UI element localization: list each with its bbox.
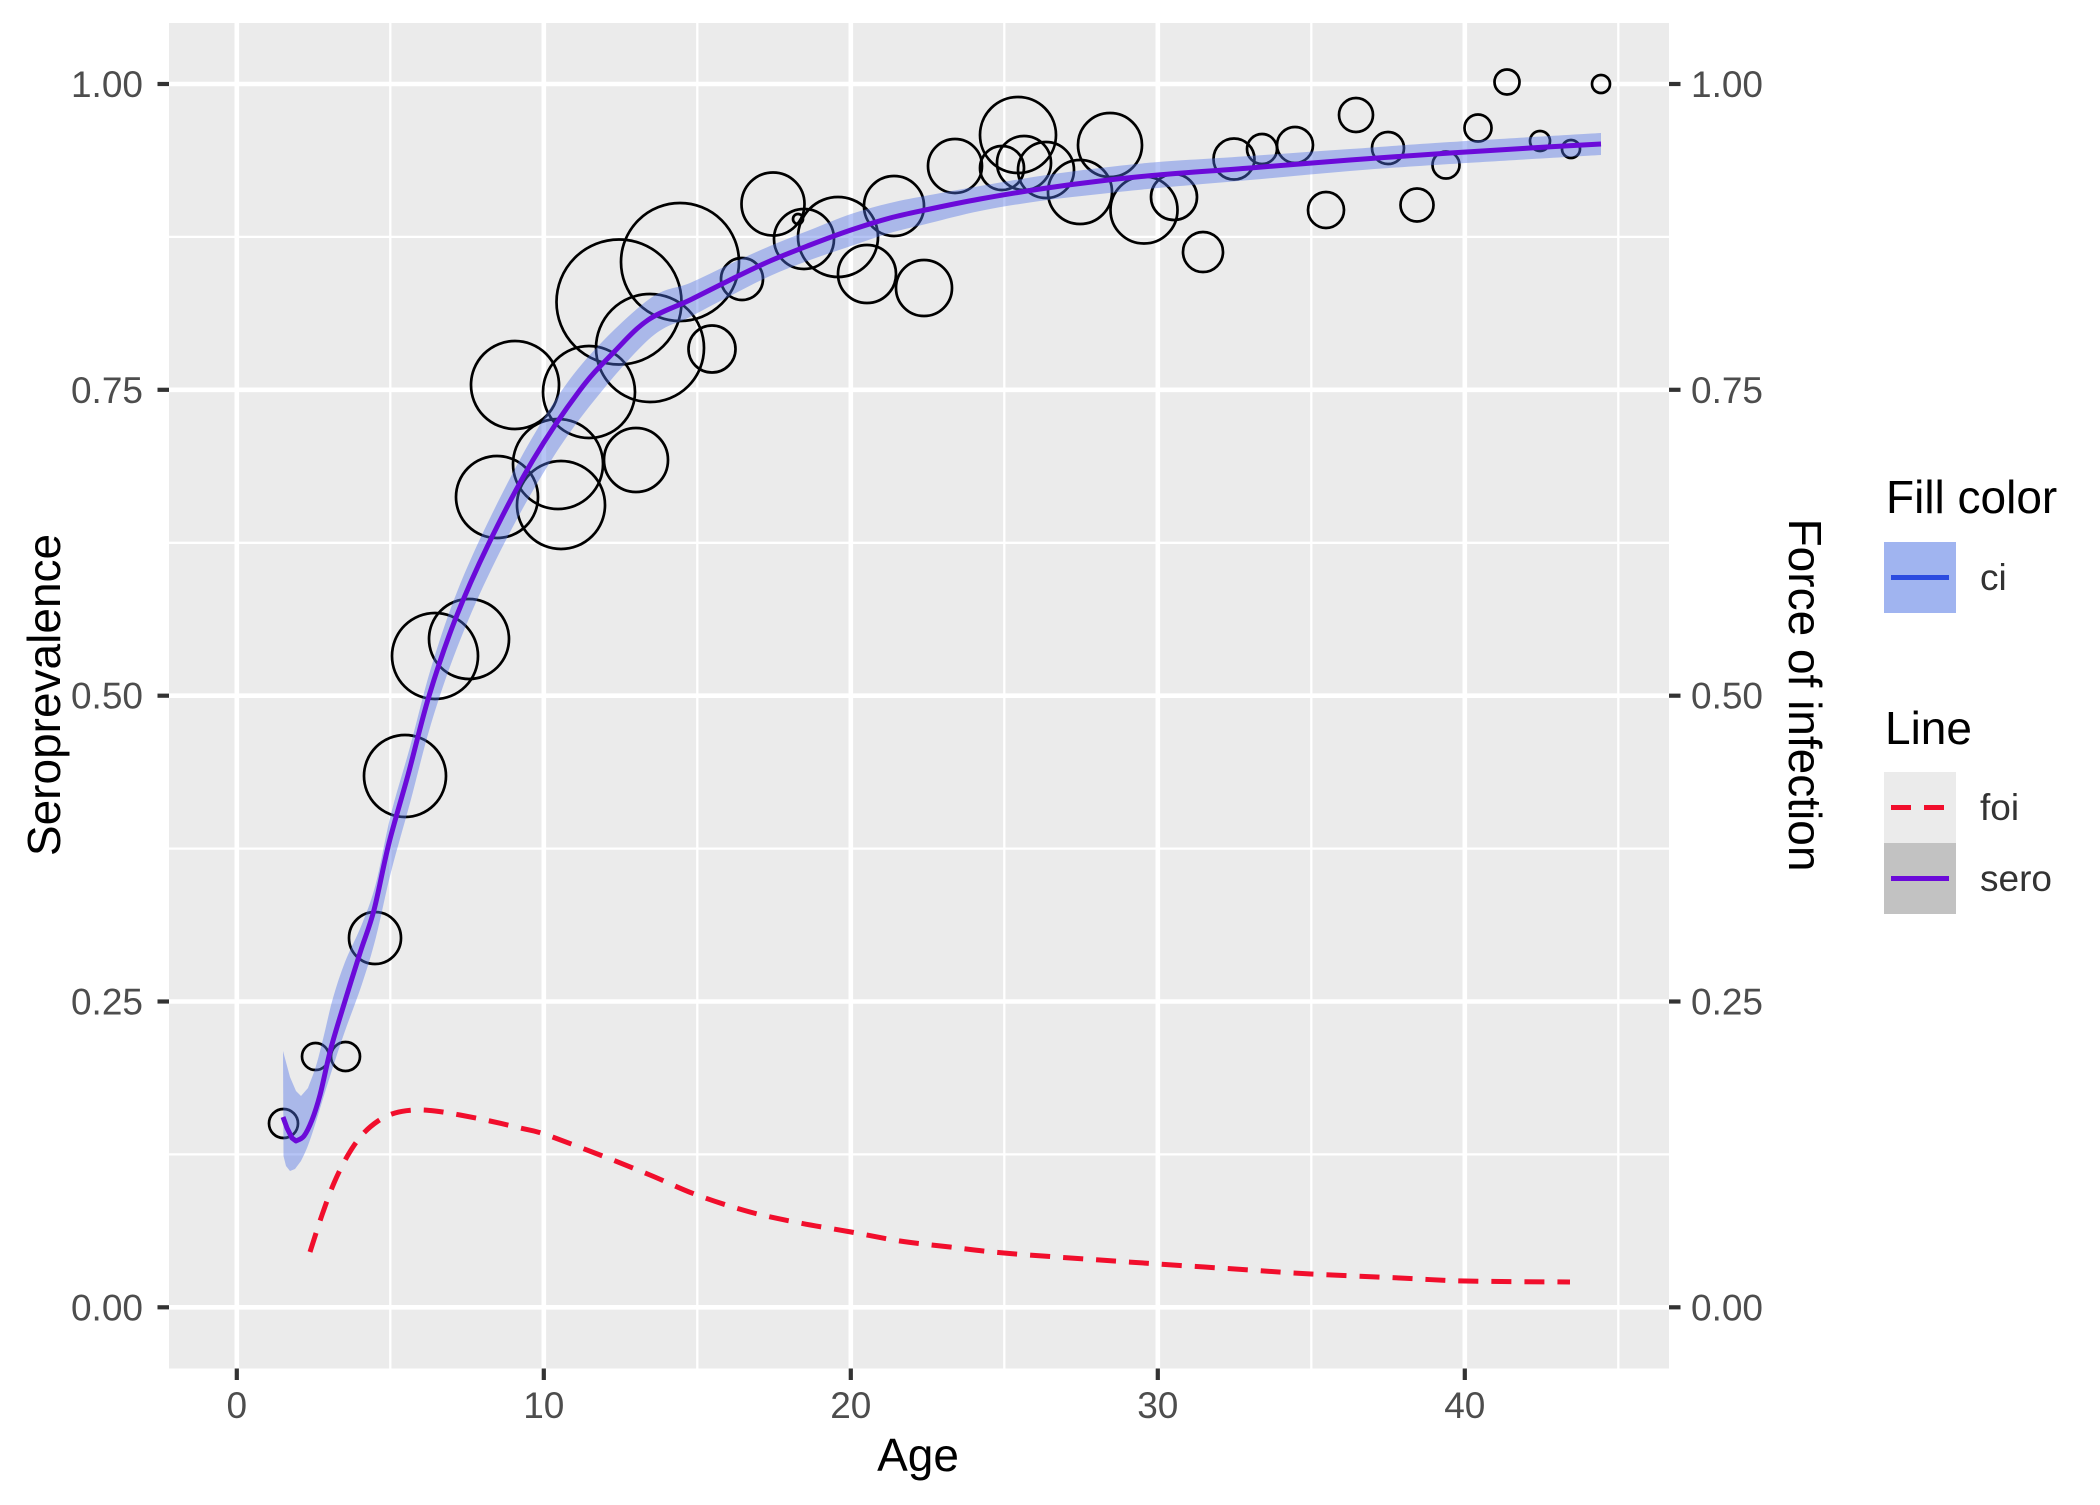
svg-text:1.00: 1.00	[71, 64, 143, 105]
svg-text:ci: ci	[1980, 557, 2007, 598]
svg-text:30: 30	[1137, 1385, 1178, 1426]
svg-text:0.25: 0.25	[71, 982, 143, 1023]
svg-text:0.00: 0.00	[71, 1287, 143, 1328]
svg-text:sero: sero	[1980, 858, 2052, 899]
svg-text:0: 0	[227, 1385, 248, 1426]
svg-text:1.00: 1.00	[1691, 64, 1763, 105]
svg-text:Line: Line	[1885, 702, 1972, 754]
svg-text:40: 40	[1444, 1385, 1485, 1426]
svg-text:10: 10	[523, 1385, 564, 1426]
svg-text:Seroprevalence: Seroprevalence	[18, 534, 70, 856]
svg-text:foi: foi	[1980, 787, 2019, 828]
svg-text:0.00: 0.00	[1691, 1287, 1763, 1328]
svg-text:Age: Age	[877, 1429, 959, 1481]
svg-text:20: 20	[830, 1385, 871, 1426]
svg-text:0.50: 0.50	[1691, 676, 1763, 717]
svg-text:0.75: 0.75	[71, 370, 143, 411]
svg-text:Fill color: Fill color	[1886, 471, 2057, 523]
svg-text:0.50: 0.50	[71, 676, 143, 717]
svg-text:Force of infection: Force of infection	[1779, 519, 1831, 872]
svg-text:0.75: 0.75	[1691, 370, 1763, 411]
svg-text:0.25: 0.25	[1691, 982, 1763, 1023]
